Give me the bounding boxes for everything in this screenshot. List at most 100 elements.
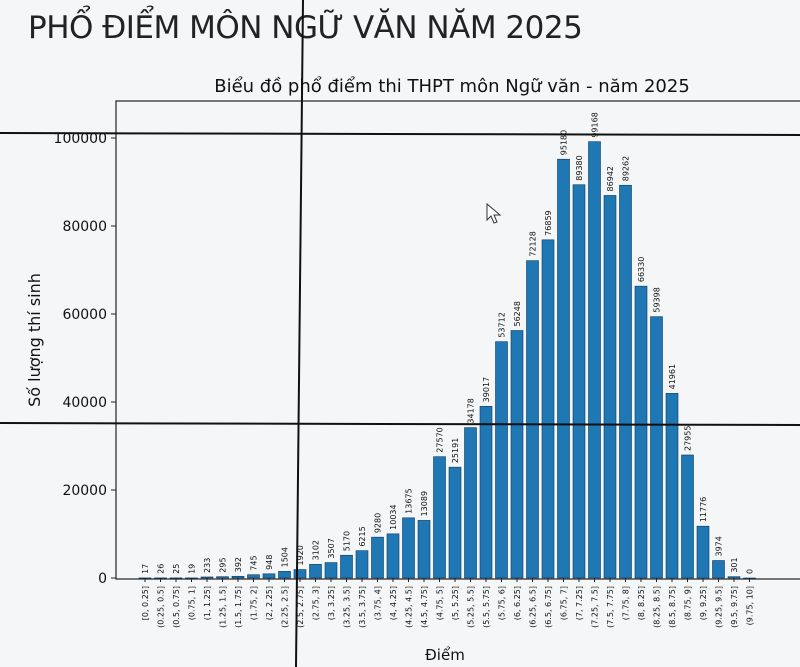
x-tick-label: (4.75, 5] bbox=[436, 586, 445, 620]
x-tick-label: (8.25, 8.5] bbox=[653, 586, 662, 628]
x-tick-label: (5.5, 5.75] bbox=[482, 586, 491, 628]
x-tick-label: (7.25, 7.5] bbox=[591, 586, 600, 628]
x-tick-label: (0.5, 0.75] bbox=[172, 586, 181, 628]
bar bbox=[479, 406, 493, 579]
data-label: 295 bbox=[219, 557, 228, 572]
data-label: 34178 bbox=[467, 398, 476, 423]
data-label: 27570 bbox=[436, 427, 445, 452]
y-tick-label: 40000 bbox=[62, 395, 107, 411]
bar bbox=[619, 184, 632, 579]
x-tick-label: (4.5, 4.75] bbox=[420, 586, 429, 628]
y-tick-label: 80000 bbox=[62, 219, 107, 235]
y-axis-label: Số lượng thí sinh bbox=[25, 273, 44, 407]
data-label: 89380 bbox=[575, 155, 584, 180]
data-label: 392 bbox=[234, 557, 243, 572]
data-label: 66330 bbox=[637, 257, 646, 282]
data-label: 13675 bbox=[405, 488, 414, 513]
x-axis: [0, 0.25] (0.25, 0.5] (0.5, 0.75] (0.75, 1]… bbox=[141, 578, 755, 628]
x-tick-label: (0.75, 1] bbox=[188, 586, 197, 620]
y-tick-label: 0 bbox=[98, 571, 107, 587]
x-tick-label: (1.25, 1.5] bbox=[219, 586, 228, 628]
x-tick-label: [0, 0.25] bbox=[141, 586, 150, 620]
bar bbox=[324, 562, 338, 579]
page-title: PHỔ ĐIỂM MÔN NGỮ VĂN NĂM 2025 bbox=[28, 10, 583, 46]
x-tick-label: (8.75, 9] bbox=[684, 586, 693, 620]
data-label: 95180 bbox=[560, 130, 569, 155]
data-label: 1504 bbox=[281, 547, 290, 567]
bar bbox=[371, 536, 384, 579]
bar bbox=[526, 260, 539, 579]
data-label: 10034 bbox=[389, 504, 398, 529]
x-tick-label: (8.5, 8.75] bbox=[668, 586, 677, 628]
bar bbox=[402, 517, 415, 579]
bar bbox=[727, 576, 741, 579]
data-label: 3102 bbox=[312, 540, 321, 560]
data-label: 0 bbox=[746, 569, 755, 574]
bar bbox=[216, 576, 229, 579]
y-tick-label: 60000 bbox=[62, 307, 107, 323]
x-tick-label: (4.25, 4.5] bbox=[405, 586, 414, 628]
x-tick-label: (6, 6.25] bbox=[513, 586, 522, 620]
bar bbox=[247, 574, 260, 579]
x-tick-label: (0.25, 0.5] bbox=[157, 586, 166, 628]
bar bbox=[433, 456, 446, 579]
y-tick-label: 20000 bbox=[62, 483, 107, 499]
bar bbox=[665, 393, 679, 579]
data-label: 13089 bbox=[420, 491, 429, 516]
bar bbox=[650, 316, 663, 579]
data-label: 5170 bbox=[343, 531, 352, 551]
bar bbox=[340, 554, 353, 579]
data-label: 25 bbox=[172, 564, 181, 574]
data-label: 25191 bbox=[451, 438, 460, 463]
plot-frame bbox=[115, 100, 800, 580]
data-label: 11776 bbox=[699, 497, 708, 522]
data-label: 72128 bbox=[529, 231, 538, 256]
bar bbox=[603, 195, 617, 579]
data-label: 53712 bbox=[498, 312, 507, 337]
overlay-line-horizontal-middle bbox=[0, 422, 800, 426]
x-tick-label: (3.5, 3.75] bbox=[358, 586, 367, 628]
bar bbox=[293, 569, 307, 579]
x-tick-label: (3.25, 3.5] bbox=[343, 586, 352, 628]
data-label: 3507 bbox=[327, 538, 336, 558]
x-tick-label: (2.5, 2.75] bbox=[296, 586, 305, 628]
x-tick-label: (3.75, 4] bbox=[374, 586, 383, 620]
bar bbox=[278, 571, 291, 579]
bar bbox=[200, 576, 214, 579]
data-label: 1920 bbox=[296, 545, 305, 565]
bars: 17 26 25 19 233 295 392 745 948 1504 1920 3102 3507 5… bbox=[138, 112, 756, 579]
bar bbox=[541, 239, 555, 579]
data-label: 9280 bbox=[374, 513, 383, 533]
overlay-line-horizontal-top bbox=[0, 132, 800, 136]
data-label: 59398 bbox=[653, 287, 662, 312]
x-axis-label: Điểm bbox=[425, 646, 465, 664]
x-tick-label: (4, 4.25] bbox=[389, 586, 398, 620]
x-tick-label: (8, 8.25] bbox=[637, 586, 646, 620]
data-label: 76859 bbox=[544, 210, 553, 235]
data-label: 99168 bbox=[591, 112, 600, 137]
x-tick-label: (3, 3.25] bbox=[327, 586, 336, 620]
bar bbox=[681, 454, 694, 579]
bar bbox=[231, 575, 245, 579]
bar bbox=[386, 533, 400, 579]
x-tick-label: (6.5, 6.75] bbox=[544, 586, 553, 628]
x-tick-label: (5, 5.25] bbox=[451, 586, 460, 620]
bar bbox=[417, 520, 431, 579]
x-tick-label: (1.75, 2] bbox=[250, 586, 259, 620]
bar bbox=[448, 466, 462, 579]
bar bbox=[309, 564, 322, 579]
x-tick-label: (2, 2.25] bbox=[265, 586, 274, 620]
x-tick-label: (5.25, 5.5] bbox=[467, 586, 476, 628]
x-tick-label: (9.25, 9.5] bbox=[715, 586, 724, 628]
x-tick-label: (7.75, 8] bbox=[622, 586, 631, 620]
data-label: 233 bbox=[203, 558, 212, 573]
bar bbox=[712, 560, 725, 579]
overlay-line-vertical bbox=[295, 0, 304, 667]
bar bbox=[557, 158, 570, 579]
x-tick-label: (6.25, 6.5] bbox=[529, 586, 538, 628]
data-label: 17 bbox=[141, 564, 150, 574]
y-tick-label: 100000 bbox=[54, 131, 107, 147]
x-tick-label: (2.75, 3] bbox=[312, 586, 321, 620]
data-label: 745 bbox=[250, 555, 259, 570]
x-tick-label: (7, 7.25] bbox=[575, 586, 584, 620]
